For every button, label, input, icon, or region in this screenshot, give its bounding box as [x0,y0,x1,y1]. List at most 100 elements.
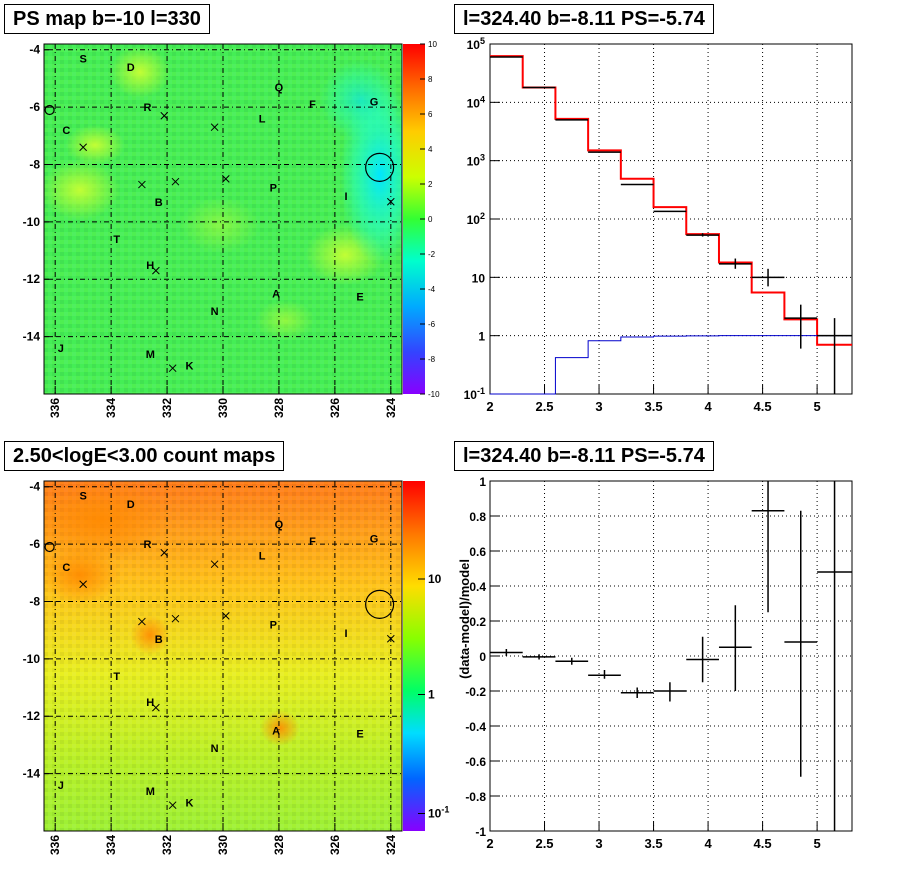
residual-panel: 2 2.5 3 3.5 4 4.5 5 1 0.8 0.6 0.4 0.2 0 -0.2 -0.4 -0.6 -… [457,475,853,851]
source-cross [171,614,180,623]
y-tick-label: 10-1 [464,386,485,402]
source-label: P [270,182,277,194]
count-map-title: 2.50<logE<3.00 count maps [4,441,285,471]
y-tick-label: -10 [23,652,41,666]
colorbar-tick-label: 2 [428,180,433,189]
source-cross [386,197,395,206]
source-label: A [272,289,280,301]
x-tick-label: 324 [384,398,398,418]
source-label: S [79,53,86,65]
colorbar-tick-label: 10 [428,572,442,586]
y-tick-label: 102 [467,211,485,227]
x-tick-label: 336 [48,835,62,855]
x-tick-label: 2 [486,836,493,851]
model-step-line [490,55,852,346]
x-tick-label: 3 [595,836,602,851]
spectrum-panel: 2 2.5 3 3.5 4 4.5 5 10-1 1 10 102 103 104 105 [464,36,853,414]
source-label: F [309,99,316,111]
count-colorbar [403,481,425,831]
source-cross [79,580,88,589]
source-cross [152,266,160,275]
colorbar-tick-label: -10 [428,390,440,399]
y-axis-label: (data-model)/model [457,559,472,679]
colorbar-tick-label: 8 [428,75,433,84]
x-tick-label: 326 [328,398,342,418]
source-cross [221,174,230,183]
ps-map-panel: S D R C Q L F G P I B T H A E N J M K 336 334 332 330 328 326 32… [23,40,440,418]
source-label: D [127,499,135,511]
source-cross [168,801,177,810]
y-tick-label: -12 [23,709,41,723]
y-tick-label: 105 [467,36,485,52]
x-tick-label: 332 [160,835,174,855]
x-tick-label: 334 [104,835,118,855]
colorbar-tick-label: -4 [428,285,436,294]
y-tick-label: -0.2 [465,685,486,699]
source-label: K [185,797,193,809]
y-tick-label: -4 [29,480,40,494]
source-label: N [211,743,219,755]
x-tick-label: 5 [813,836,820,851]
source-cross [138,617,146,626]
source-label: R [144,102,152,114]
x-tick-label: 4.5 [754,399,772,414]
colorbar-tick-label: 0 [428,215,433,224]
source-label: H [146,260,154,272]
colorbar-tick-label: 10-1 [428,805,449,821]
source-label: H [146,697,154,709]
ps-colorbar [403,44,425,394]
y-tick-label: 0.4 [469,580,486,594]
x-tick-label: 328 [272,398,286,418]
source-label: N [211,306,219,318]
source-cross [386,634,395,643]
y-tick-label: 1 [479,475,486,489]
y-tick-label: -14 [23,767,41,781]
source-cross [138,180,146,189]
source-label: B [155,634,163,646]
source-circle [44,104,55,116]
x-tick-label: 3.5 [645,399,663,414]
colorbar-tick-label: 6 [428,110,433,119]
source-cross [210,560,219,569]
source-label: C [62,562,70,574]
ps-map-title: PS map b=-10 l=330 [4,4,210,34]
source-label: B [155,197,163,209]
residual-title: l=324.40 b=-8.11 PS=-5.74 [454,441,714,471]
x-tick-label: 5 [813,399,820,414]
y-tick-label: 0 [479,650,486,664]
y-tick-label: -10 [23,215,41,229]
y-tick-label: -0.8 [465,790,486,804]
y-tick-label: -14 [23,330,41,344]
source-cross [152,703,160,712]
source-label: S [79,490,86,502]
colorbar-tick-label: -6 [428,320,436,329]
count-map-image: S D R C Q L F G P I B T H A E N J M K [44,481,402,831]
x-tick-label: 2.5 [535,836,553,851]
source-cross [210,123,219,132]
y-tick-label: -12 [23,272,41,286]
count-map-panel: S D R C Q L F G P I B T H A E N J M K 336 334 332 330 328 326 32… [23,480,450,855]
source-label: K [185,360,193,372]
y-tick-label: 103 [467,153,485,169]
source-label: E [356,728,363,740]
source-circle [44,541,55,553]
x-tick-label: 336 [48,398,62,418]
colorbar-tick-label: 1 [428,688,435,702]
source-label: E [356,291,363,303]
source-label: D [127,62,135,74]
background-step-line [490,335,852,395]
source-cross [79,143,88,152]
y-tick-label: -0.4 [465,720,486,734]
source-label: M [146,786,155,798]
colorbar-tick-label: -2 [428,250,436,259]
source-label: P [270,619,277,631]
source-label: C [62,125,70,137]
source-label: T [113,234,120,246]
x-tick-label: 3 [595,399,602,414]
source-label: I [345,628,348,640]
x-tick-label: 326 [328,835,342,855]
colorbar-tick-label: -8 [428,355,436,364]
spectrum-title: l=324.40 b=-8.11 PS=-5.74 [454,4,714,34]
source-label: L [259,114,266,126]
